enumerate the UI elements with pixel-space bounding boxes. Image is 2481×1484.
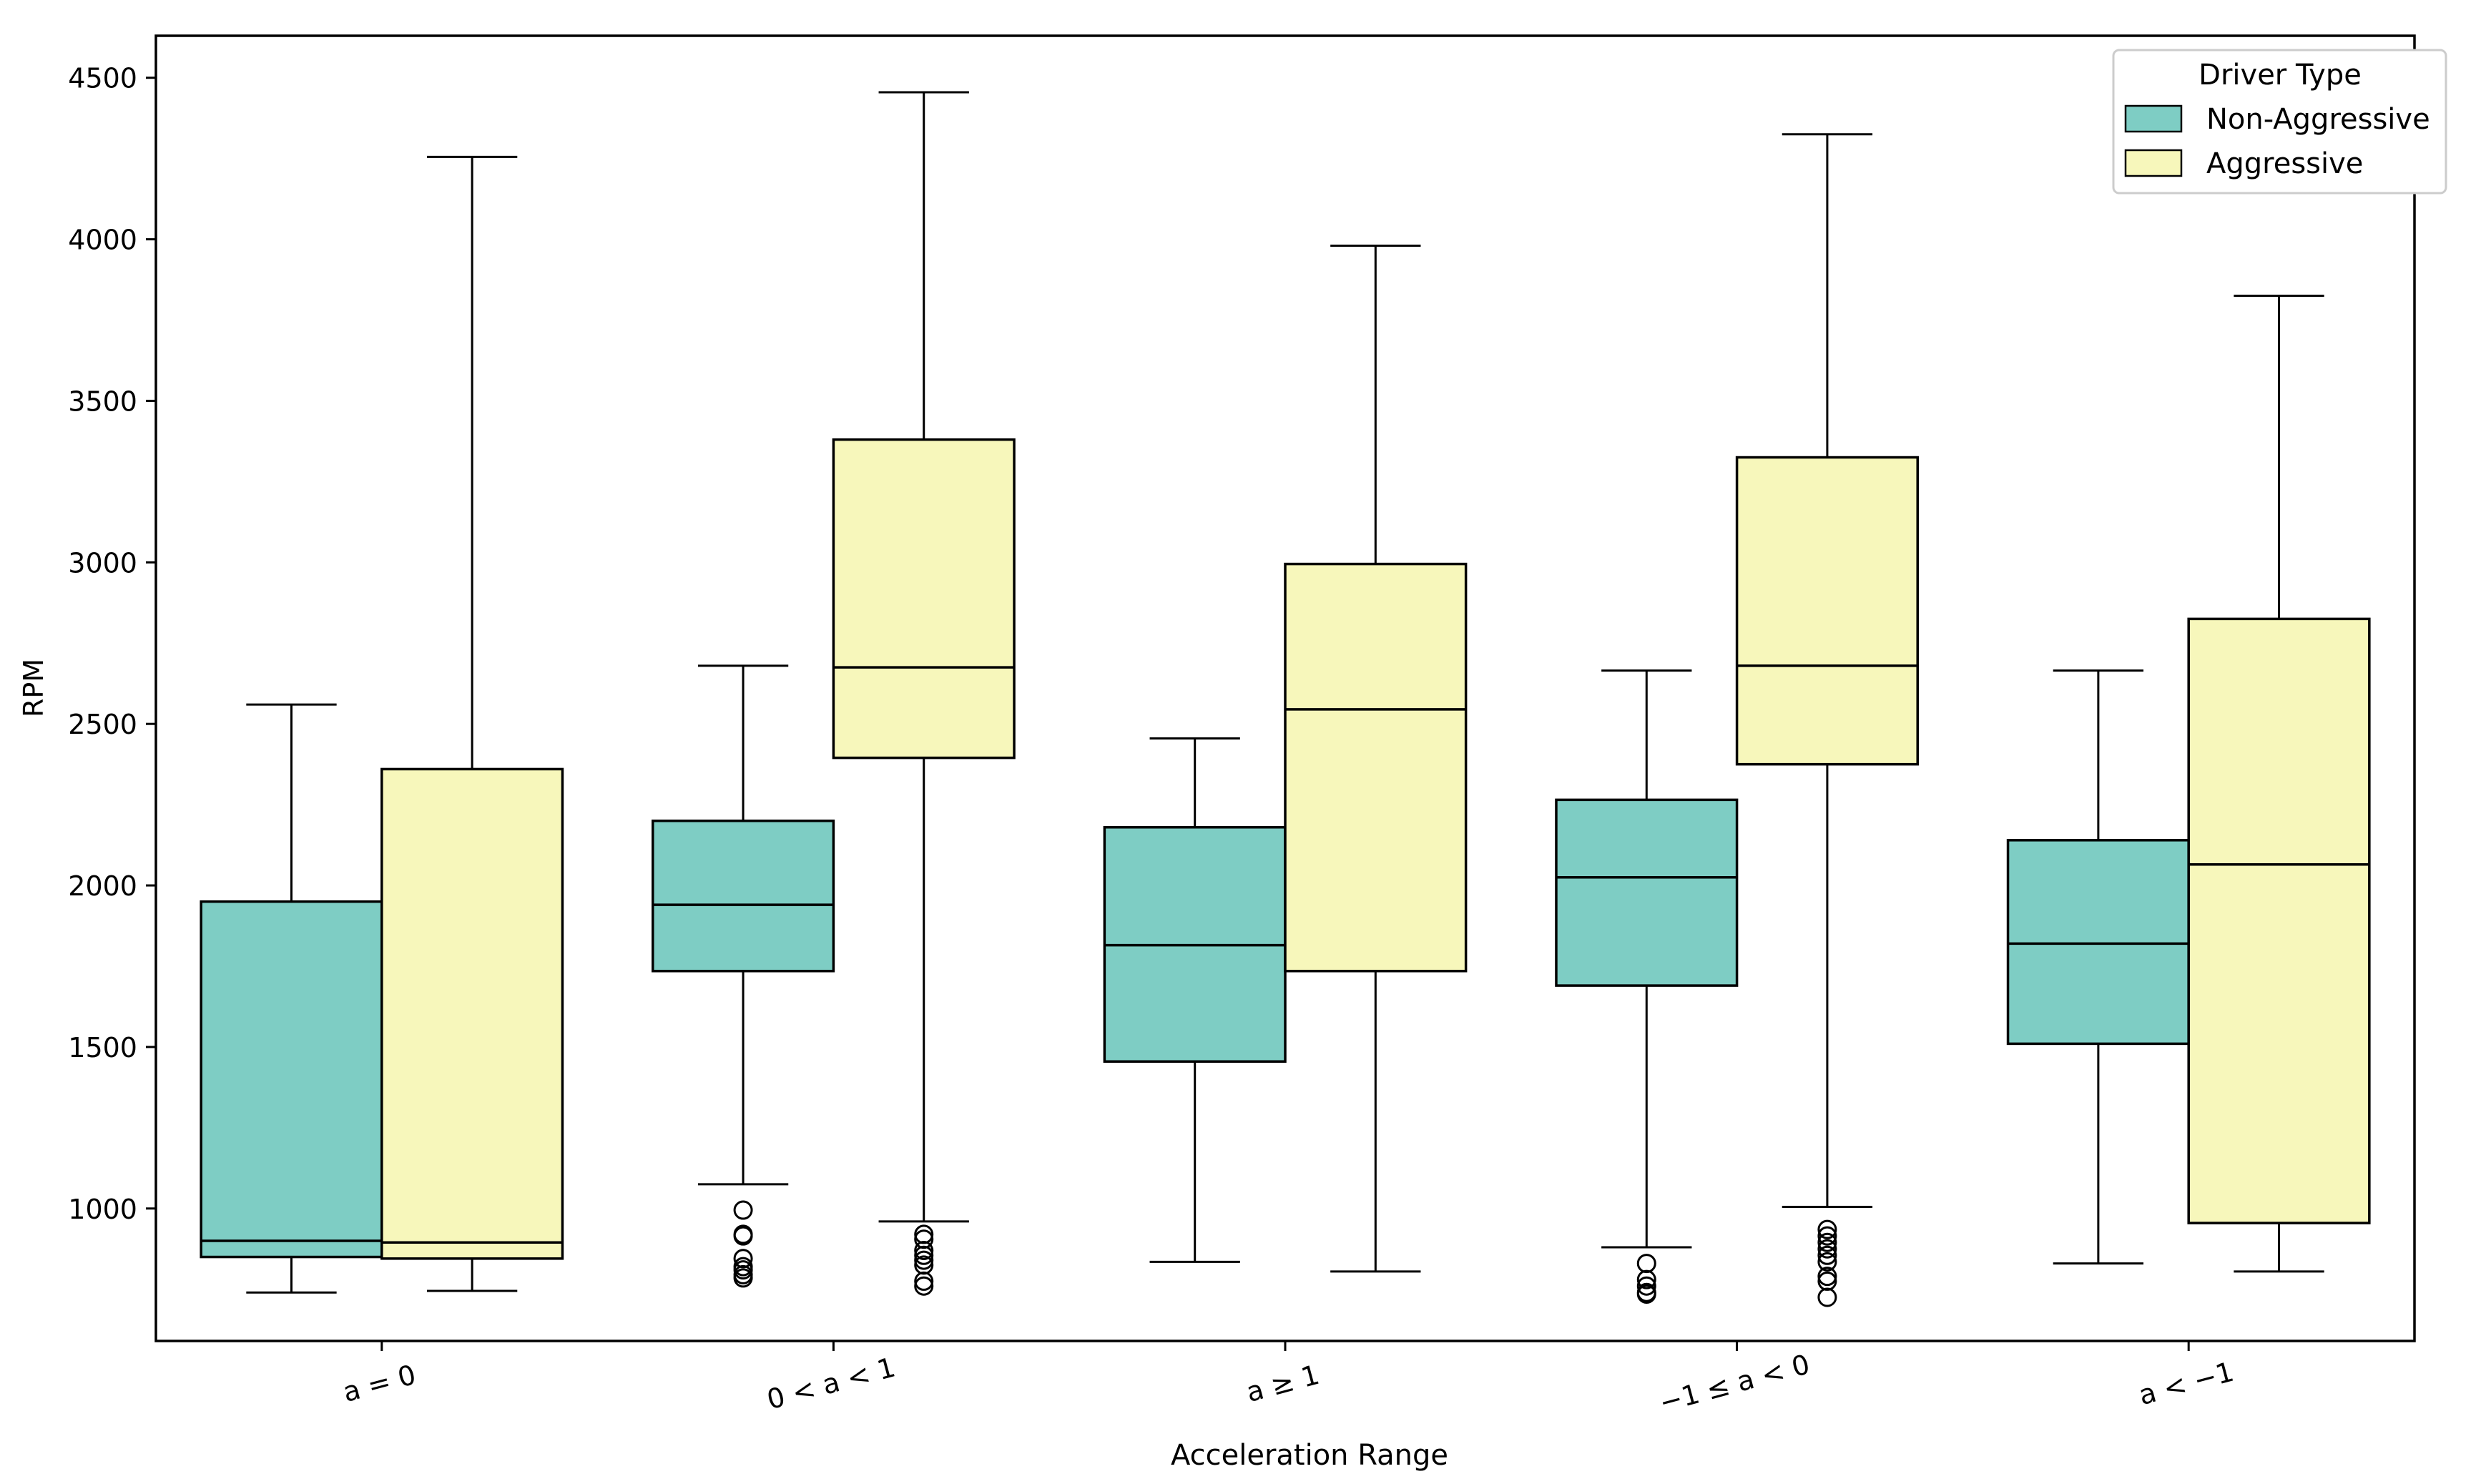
box-body	[2187, 617, 2371, 1224]
y-axis: 1000 1500 2000 2500 3000 3500 4000 4500	[68, 63, 156, 1225]
outlier-point	[1636, 1254, 1656, 1274]
y-tick-label: 2500	[68, 709, 137, 740]
plot-frame	[154, 34, 2416, 1342]
outlier-point	[1817, 1239, 1837, 1259]
outlier-point	[1636, 1269, 1656, 1289]
x-tick-label: 0 < a < 1	[764, 1351, 899, 1415]
box-body	[1735, 456, 1919, 766]
y-tick-label: 3000	[68, 547, 137, 579]
legend-label-non-aggressive: Non-Aggressive	[2206, 103, 2430, 136]
y-tick-label: 3500	[68, 385, 137, 417]
legend: Driver Type Non-Aggressive Aggressive	[2112, 49, 2447, 195]
y-tick-label: 1000	[68, 1194, 137, 1225]
y-tick-label: 2000	[68, 870, 137, 902]
x-tick-label: a ≥ 1	[1243, 1359, 1322, 1408]
box-non-aggressive	[2006, 669, 2190, 1265]
box-aggressive	[1284, 245, 1468, 1273]
outlier-point	[914, 1241, 934, 1261]
legend-swatch-aggressive	[2124, 149, 2183, 177]
outlier-point	[733, 1260, 753, 1280]
box-aggressive	[832, 91, 1016, 1296]
box-non-aggressive	[1103, 737, 1287, 1263]
outlier-point	[733, 1268, 753, 1288]
box-body	[652, 819, 835, 973]
outlier-point	[914, 1245, 934, 1265]
box-aggressive	[380, 155, 564, 1292]
box-body	[832, 438, 1016, 760]
box-body	[2006, 839, 2190, 1046]
x-axis-label: Acceleration Range	[1171, 1439, 1448, 1472]
legend-title: Driver Type	[2198, 59, 2362, 92]
outlier-point	[1817, 1245, 1837, 1265]
y-tick-label: 1500	[68, 1032, 137, 1063]
box-non-aggressive	[200, 703, 383, 1294]
box-series	[200, 91, 2371, 1307]
box-non-aggressive	[1555, 669, 1739, 1304]
outlier-point	[1636, 1284, 1656, 1304]
box-aggressive	[2187, 295, 2371, 1273]
box-body	[200, 900, 383, 1259]
x-tick-label: −1 ≤ a < 0	[1656, 1348, 1813, 1418]
outlier-point	[1817, 1252, 1837, 1272]
outlier-point	[914, 1276, 934, 1296]
outlier-point	[1817, 1232, 1837, 1252]
legend-swatch-non-aggressive	[2124, 104, 2183, 133]
outlier-point	[1817, 1219, 1837, 1239]
x-axis: a = 0 0 < a < 1 a ≥ 1 −1 ≤ a < 0 a < −1	[340, 1341, 2237, 1419]
box-body	[380, 767, 564, 1260]
outlier-point	[914, 1271, 934, 1291]
box-body	[1555, 798, 1739, 987]
outlier-point	[1817, 1287, 1837, 1307]
outlier-point	[1636, 1276, 1656, 1296]
box-non-aggressive	[652, 664, 835, 1288]
outlier-point	[733, 1200, 753, 1220]
y-tick-label: 4500	[68, 63, 137, 94]
y-tick-label: 4000	[68, 225, 137, 256]
y-axis-label: RPM	[18, 659, 49, 717]
box-body	[1284, 562, 1468, 973]
x-tick-label: a < −1	[2136, 1356, 2237, 1412]
outlier-point	[914, 1250, 934, 1270]
outlier-point	[1817, 1267, 1837, 1287]
outlier-point	[733, 1226, 753, 1246]
legend-label-aggressive: Aggressive	[2206, 147, 2363, 180]
x-tick-label: a = 0	[340, 1359, 419, 1408]
outlier-point	[1817, 1226, 1837, 1246]
legend-frame	[2112, 49, 2447, 195]
box-aggressive	[1735, 133, 1919, 1307]
